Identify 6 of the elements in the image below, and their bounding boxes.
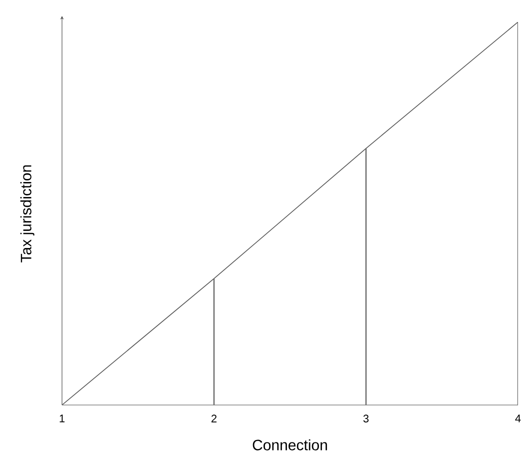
- x-tick-label: 3: [363, 414, 369, 422]
- y-axis-title: Tax jurisdiction: [20, 165, 34, 262]
- x-axis-title: Connection: [252, 439, 327, 450]
- x-tick-label: 2: [211, 414, 217, 422]
- x-tick-label: 1: [60, 414, 65, 422]
- x-tick-label: 4: [515, 414, 521, 422]
